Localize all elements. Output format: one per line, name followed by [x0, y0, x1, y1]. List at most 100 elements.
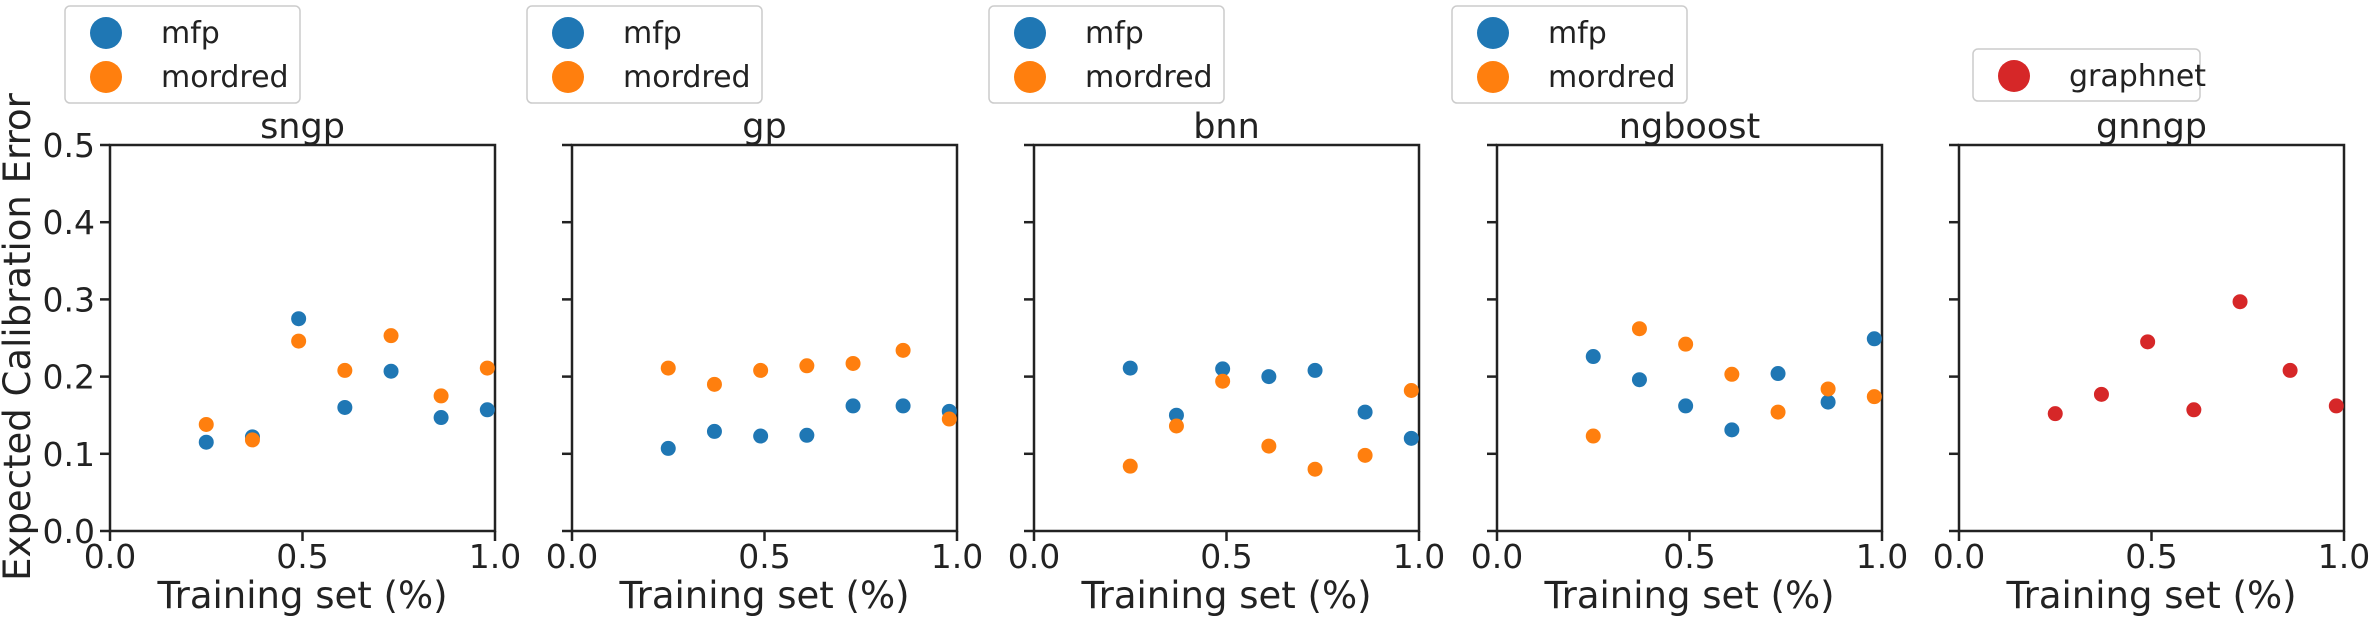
- point-mfp: [1357, 404, 1373, 420]
- point-mfp: [706, 423, 722, 439]
- point-graphnet: [2232, 294, 2248, 310]
- x-tick-label: 1.0: [931, 537, 983, 576]
- legend-marker-mordred: [1014, 61, 1046, 93]
- legend-frame: [1972, 48, 2201, 102]
- panel-bnn: bnn 0.0 0.5 1.0 Training set (%) mfp mordred: [988, 5, 1445, 617]
- legend-frame: [988, 5, 1225, 104]
- point-mfp: [337, 399, 353, 415]
- point-mordred: [799, 358, 815, 374]
- legend: mfp mordred: [526, 5, 763, 104]
- legend: graphnet: [1972, 48, 2206, 102]
- legend-label-mfp: mfp: [623, 16, 682, 51]
- point-mfp: [479, 402, 495, 418]
- point-graphnet: [2186, 402, 2202, 418]
- legend-frame: [1451, 5, 1688, 104]
- point-mordred: [479, 360, 495, 376]
- point-mordred: [1678, 336, 1694, 352]
- point-mfp: [1678, 398, 1694, 414]
- point-mordred: [1261, 438, 1277, 454]
- y-tick-label: 0.2: [43, 358, 95, 397]
- x-axis-title: Training set (%): [1080, 574, 1371, 617]
- point-mfp: [845, 398, 861, 414]
- x-tick-label: 0.5: [276, 537, 328, 576]
- y-tick-label: 0.1: [43, 435, 95, 474]
- point-mordred: [433, 388, 449, 404]
- x-tick-label: 0.0: [84, 537, 136, 576]
- x-tick-label: 1.0: [1856, 537, 1908, 576]
- point-mordred: [337, 362, 353, 378]
- panel-title: ngboost: [1619, 107, 1760, 147]
- legend-label-mordred: mordred: [1548, 60, 1676, 95]
- point-mordred: [1307, 461, 1323, 477]
- legend-label-mfp: mfp: [161, 16, 220, 51]
- point-graphnet: [2047, 406, 2063, 422]
- point-mordred: [660, 360, 676, 376]
- point-mordred: [1770, 404, 1786, 420]
- legend-label-mordred: mordred: [161, 60, 289, 95]
- x-tick-label: 0.5: [738, 537, 790, 576]
- x-tick-label: 0.5: [1200, 537, 1252, 576]
- y-axis-title: Expected Calibration Error: [0, 92, 39, 580]
- legend-label-mordred: mordred: [623, 60, 751, 95]
- point-mfp: [660, 440, 676, 456]
- x-axis-title: Training set (%): [2005, 574, 2296, 617]
- plot-frame: [1032, 143, 1421, 533]
- point-mordred: [1357, 447, 1373, 463]
- point-mfp: [1820, 394, 1836, 410]
- point-mordred: [1168, 418, 1184, 434]
- x-tick-label: 1.0: [469, 537, 521, 576]
- legend: mfp mordred: [988, 5, 1225, 104]
- legend-frame: [526, 5, 763, 104]
- point-mfp: [1631, 372, 1647, 388]
- point-mfp: [753, 428, 769, 444]
- point-mordred: [1215, 373, 1231, 389]
- legend-marker-mordred: [1477, 61, 1509, 93]
- point-mordred: [1631, 321, 1647, 337]
- point-mordred: [1724, 366, 1740, 382]
- point-mordred: [1122, 458, 1138, 474]
- x-axis-title: Training set (%): [618, 574, 909, 617]
- x-axis-title: Training set (%): [1543, 574, 1834, 617]
- point-mordred: [291, 333, 307, 349]
- point-mfp: [433, 410, 449, 426]
- point-mfp: [1215, 361, 1231, 377]
- legend-marker-mfp: [1477, 17, 1509, 49]
- point-mfp: [383, 363, 399, 379]
- legend-frame: [64, 5, 301, 104]
- point-mordred: [941, 411, 957, 427]
- x-tick-label: 0.0: [1933, 537, 1985, 576]
- point-mfp: [1724, 422, 1740, 438]
- point-mordred: [1585, 428, 1601, 444]
- point-mordred: [1820, 381, 1836, 397]
- x-tick-label: 0.0: [1471, 537, 1523, 576]
- panel-title: sngp: [260, 107, 345, 147]
- point-mfp: [1261, 369, 1277, 385]
- point-mfp: [1403, 430, 1419, 446]
- point-mfp: [1585, 349, 1601, 365]
- legend-marker-mfp: [90, 17, 122, 49]
- point-graphnet: [2282, 362, 2298, 378]
- x-axis-title: Training set (%): [156, 574, 447, 617]
- x-tick-label: 0.5: [1663, 537, 1715, 576]
- legend: mfp mordred: [64, 5, 301, 104]
- y-tick-label: 0.4: [43, 203, 95, 242]
- legend-marker-mordred: [90, 61, 122, 93]
- legend: mfp mordred: [1451, 5, 1688, 104]
- legend-label-graphnet: graphnet: [2069, 59, 2206, 94]
- point-graphnet: [2328, 398, 2344, 414]
- panel-title: bnn: [1193, 107, 1260, 147]
- point-mordred: [244, 432, 260, 448]
- legend-marker-graphnet: [1998, 60, 2030, 92]
- legend-marker-mfp: [552, 17, 584, 49]
- panel-ngboost: ngboost 0.0 0.5 1.0 Training set (%) mfp mordr…: [1451, 5, 1908, 617]
- point-mfp: [1122, 360, 1138, 376]
- x-tick-label: 1.0: [1393, 537, 1445, 576]
- x-tick-label: 0.0: [1008, 537, 1060, 576]
- x-tick-label: 0.0: [546, 537, 598, 576]
- point-mfp: [895, 398, 911, 414]
- panel-title: gp: [742, 107, 786, 147]
- point-mordred: [753, 362, 769, 378]
- legend-label-mfp: mfp: [1085, 16, 1144, 51]
- point-mfp: [198, 434, 214, 450]
